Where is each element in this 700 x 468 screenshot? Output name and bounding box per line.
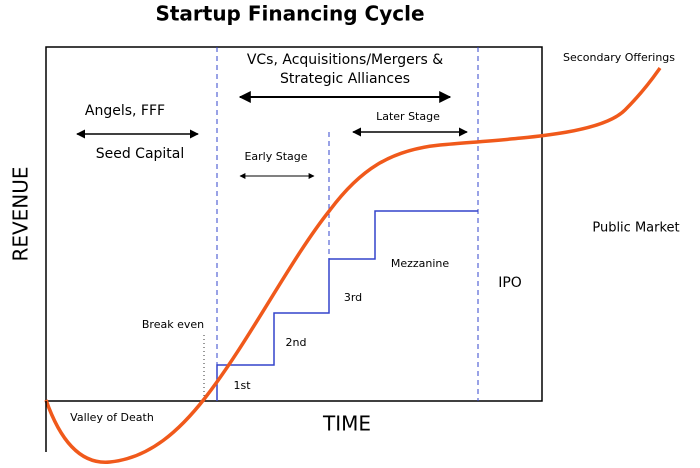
label: 1st bbox=[233, 379, 251, 392]
label: IPO bbox=[498, 275, 522, 291]
label: 2nd bbox=[286, 336, 307, 349]
label: VCs, Acquisitions/Mergers & bbox=[247, 52, 443, 68]
y-axis-label: REVENUE bbox=[9, 166, 33, 261]
label: 3rd bbox=[344, 291, 362, 304]
label: Angels, FFF bbox=[85, 103, 165, 119]
revenue-curve bbox=[44, 66, 662, 464]
title: Startup Financing Cycle bbox=[155, 2, 424, 26]
label: Later Stage bbox=[376, 110, 440, 123]
frame bbox=[45, 46, 543, 402]
label: Strategic Alliances bbox=[280, 71, 410, 87]
label: Public Market bbox=[592, 221, 679, 236]
label: Valley of Death bbox=[70, 411, 154, 424]
label: Break even bbox=[142, 318, 204, 331]
label: Early Stage bbox=[244, 150, 307, 163]
label: Secondary Offerings bbox=[563, 51, 675, 64]
steps bbox=[216, 210, 478, 401]
label: Seed Capital bbox=[96, 146, 185, 162]
x-axis-label: TIME bbox=[322, 412, 371, 436]
label: Mezzanine bbox=[391, 257, 450, 270]
